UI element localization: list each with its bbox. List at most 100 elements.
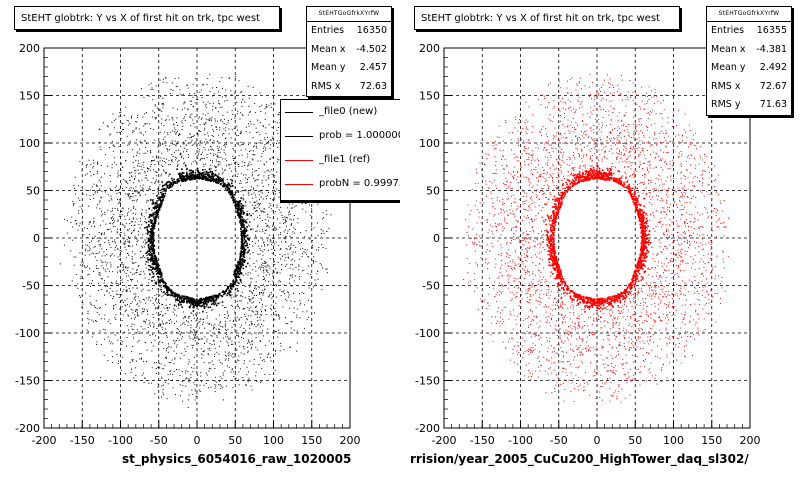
data-point xyxy=(280,248,282,249)
data-point xyxy=(243,238,246,241)
data-point xyxy=(273,222,275,224)
data-point xyxy=(308,299,309,301)
data-point xyxy=(167,287,170,290)
data-point xyxy=(271,127,273,128)
data-point xyxy=(166,348,168,350)
data-point xyxy=(247,307,249,308)
data-point xyxy=(290,300,292,302)
left-stats-name: StEHTGoGfrkXYrfW xyxy=(307,7,391,22)
data-point xyxy=(259,292,260,294)
data-point xyxy=(78,210,80,212)
data-point xyxy=(326,272,328,274)
data-point xyxy=(144,177,146,179)
data-point xyxy=(197,308,199,310)
data-point xyxy=(241,165,243,167)
data-point xyxy=(286,217,288,219)
data-point xyxy=(172,130,174,132)
data-point xyxy=(186,149,188,151)
legend-line-red xyxy=(285,184,313,186)
data-point xyxy=(234,341,236,343)
data-point xyxy=(164,364,166,366)
data-point xyxy=(114,145,116,147)
data-point xyxy=(152,277,154,278)
data-point xyxy=(263,272,265,274)
data-point xyxy=(199,176,202,179)
data-point xyxy=(143,152,145,154)
data-point xyxy=(210,368,212,370)
data-point xyxy=(104,329,106,331)
data-point xyxy=(160,288,162,291)
data-point xyxy=(265,261,267,263)
data-point xyxy=(263,146,265,148)
data-point xyxy=(145,147,147,149)
data-point xyxy=(233,273,235,276)
data-point xyxy=(180,395,181,397)
data-point xyxy=(180,152,182,154)
data-point xyxy=(239,368,241,370)
data-point xyxy=(150,89,152,91)
data-point xyxy=(135,195,137,197)
data-point xyxy=(138,128,140,130)
data-point xyxy=(113,214,115,215)
data-point xyxy=(144,328,146,330)
data-point xyxy=(192,345,194,346)
data-point xyxy=(114,157,116,159)
data-point xyxy=(144,123,146,125)
data-point xyxy=(109,287,111,289)
data-point xyxy=(293,244,295,246)
data-point xyxy=(183,103,185,105)
data-point xyxy=(198,153,199,155)
data-point xyxy=(226,111,228,113)
data-point xyxy=(235,295,237,297)
data-point xyxy=(133,230,135,232)
data-point xyxy=(205,170,208,173)
data-point xyxy=(114,226,116,228)
data-point xyxy=(274,243,276,245)
data-point xyxy=(255,346,257,348)
data-point xyxy=(241,144,243,145)
data-point xyxy=(231,297,233,299)
data-point xyxy=(157,194,158,196)
data-point xyxy=(250,291,252,293)
data-point xyxy=(548,253,551,256)
data-point xyxy=(247,218,249,220)
legend-label: _file1 (ref) xyxy=(319,154,371,165)
data-point xyxy=(151,231,153,234)
data-point xyxy=(266,106,268,108)
data-point xyxy=(556,187,558,190)
data-point xyxy=(245,177,247,179)
data-point xyxy=(110,189,112,190)
data-point xyxy=(600,303,602,305)
data-point xyxy=(291,285,293,287)
data-point xyxy=(110,266,112,268)
data-point xyxy=(233,282,235,283)
data-point xyxy=(240,261,242,264)
data-point xyxy=(126,222,128,224)
data-point xyxy=(232,193,234,196)
data-point xyxy=(249,327,251,329)
data-point xyxy=(99,275,101,277)
data-point xyxy=(193,367,195,369)
data-point xyxy=(161,329,163,331)
data-point xyxy=(223,177,225,179)
data-point xyxy=(235,361,237,363)
data-point xyxy=(123,179,125,180)
data-point xyxy=(117,219,119,221)
data-point xyxy=(150,161,152,163)
data-point xyxy=(267,141,269,143)
data-point xyxy=(205,118,207,120)
data-point xyxy=(212,180,215,183)
data-point xyxy=(191,297,193,300)
data-point xyxy=(110,198,112,200)
data-point xyxy=(177,296,179,299)
data-point xyxy=(174,357,176,359)
data-point xyxy=(168,175,170,177)
data-point xyxy=(122,166,124,168)
data-point xyxy=(87,331,89,332)
data-point xyxy=(147,254,149,256)
data-point xyxy=(114,317,116,319)
data-point xyxy=(208,324,210,325)
data-point xyxy=(152,269,154,270)
data-point xyxy=(239,200,241,202)
data-point xyxy=(174,358,176,360)
